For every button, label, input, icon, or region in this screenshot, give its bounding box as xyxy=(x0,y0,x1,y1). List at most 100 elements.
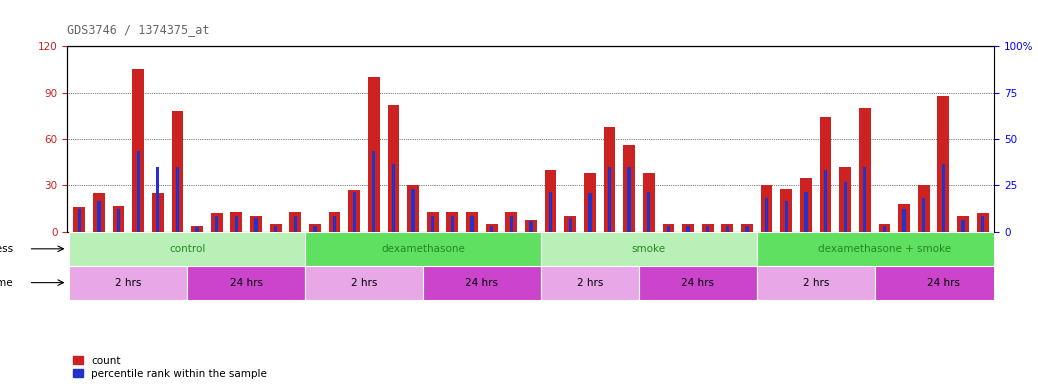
Bar xyxy=(353,192,356,232)
Bar xyxy=(270,224,281,232)
Text: control: control xyxy=(169,244,206,254)
Bar xyxy=(427,212,439,232)
Bar xyxy=(757,266,875,300)
Bar xyxy=(961,220,964,232)
Bar xyxy=(391,164,395,232)
Bar xyxy=(529,221,532,232)
Bar xyxy=(804,192,808,232)
Text: 24 hrs: 24 hrs xyxy=(681,278,714,288)
Bar xyxy=(741,224,753,232)
Bar xyxy=(686,226,689,232)
Bar xyxy=(171,111,184,232)
Text: 24 hrs: 24 hrs xyxy=(229,278,263,288)
Bar xyxy=(666,226,671,232)
Bar xyxy=(78,209,81,232)
Bar xyxy=(761,185,772,232)
Bar xyxy=(349,190,360,232)
Bar xyxy=(305,232,541,266)
Bar xyxy=(757,232,1012,266)
Bar xyxy=(628,167,631,232)
Bar xyxy=(902,209,906,232)
Bar xyxy=(820,118,831,232)
Bar xyxy=(706,226,709,232)
Text: 2 hrs: 2 hrs xyxy=(802,278,829,288)
Bar xyxy=(844,182,847,232)
Bar xyxy=(604,127,616,232)
Bar xyxy=(367,77,380,232)
Bar xyxy=(864,167,867,232)
Bar xyxy=(545,170,556,232)
Bar xyxy=(565,217,576,232)
Text: 24 hrs: 24 hrs xyxy=(927,278,960,288)
Text: dexamethasone + smoke: dexamethasone + smoke xyxy=(818,244,951,254)
Bar xyxy=(490,226,493,232)
Bar xyxy=(898,204,910,232)
Bar xyxy=(643,173,655,232)
Bar xyxy=(333,217,336,232)
Bar xyxy=(137,151,140,232)
Bar xyxy=(937,96,949,232)
Bar xyxy=(117,209,120,232)
Bar xyxy=(721,224,733,232)
Bar xyxy=(373,151,376,232)
Legend: count, percentile rank within the sample: count, percentile rank within the sample xyxy=(73,356,268,379)
Bar xyxy=(294,217,297,232)
Bar xyxy=(525,220,537,232)
Bar xyxy=(407,185,419,232)
Bar xyxy=(918,185,930,232)
Text: 2 hrs: 2 hrs xyxy=(577,278,603,288)
Bar xyxy=(309,224,321,232)
Bar xyxy=(781,189,792,232)
Bar xyxy=(800,178,812,232)
Text: dexamethasone: dexamethasone xyxy=(381,244,465,254)
Bar xyxy=(702,224,713,232)
Bar xyxy=(191,226,203,232)
Bar xyxy=(858,108,871,232)
Bar xyxy=(486,224,497,232)
Bar xyxy=(510,217,513,232)
Bar xyxy=(274,226,277,232)
Bar xyxy=(785,201,788,232)
Bar xyxy=(639,266,757,300)
Bar xyxy=(156,167,160,232)
Bar xyxy=(682,224,694,232)
Bar xyxy=(431,217,434,232)
Bar xyxy=(98,201,101,232)
Bar xyxy=(329,212,340,232)
Bar xyxy=(957,217,968,232)
Bar xyxy=(726,226,729,232)
Text: stress: stress xyxy=(0,244,13,254)
Bar xyxy=(74,207,85,232)
Bar xyxy=(411,189,415,232)
Bar xyxy=(313,226,317,232)
Bar xyxy=(589,193,592,232)
Bar xyxy=(745,226,748,232)
Bar xyxy=(93,193,105,232)
Bar xyxy=(882,226,886,232)
Bar xyxy=(422,266,541,300)
Bar xyxy=(215,217,218,232)
Bar xyxy=(175,167,180,232)
Bar xyxy=(878,224,891,232)
Bar xyxy=(466,212,477,232)
Text: 2 hrs: 2 hrs xyxy=(351,278,377,288)
Bar xyxy=(132,70,144,232)
Bar xyxy=(608,167,611,232)
Text: GDS3746 / 1374375_at: GDS3746 / 1374375_at xyxy=(67,23,210,36)
Bar xyxy=(941,164,945,232)
Bar xyxy=(450,217,454,232)
Bar xyxy=(235,217,238,232)
Bar xyxy=(290,212,301,232)
Bar xyxy=(113,205,125,232)
Text: time: time xyxy=(0,278,13,288)
Bar xyxy=(446,212,458,232)
Bar xyxy=(549,192,552,232)
Text: smoke: smoke xyxy=(632,244,665,254)
Bar xyxy=(981,217,984,232)
Bar xyxy=(470,217,473,232)
Bar xyxy=(840,167,851,232)
Bar xyxy=(662,224,675,232)
Bar xyxy=(647,192,651,232)
Bar xyxy=(506,212,517,232)
Bar xyxy=(305,266,422,300)
